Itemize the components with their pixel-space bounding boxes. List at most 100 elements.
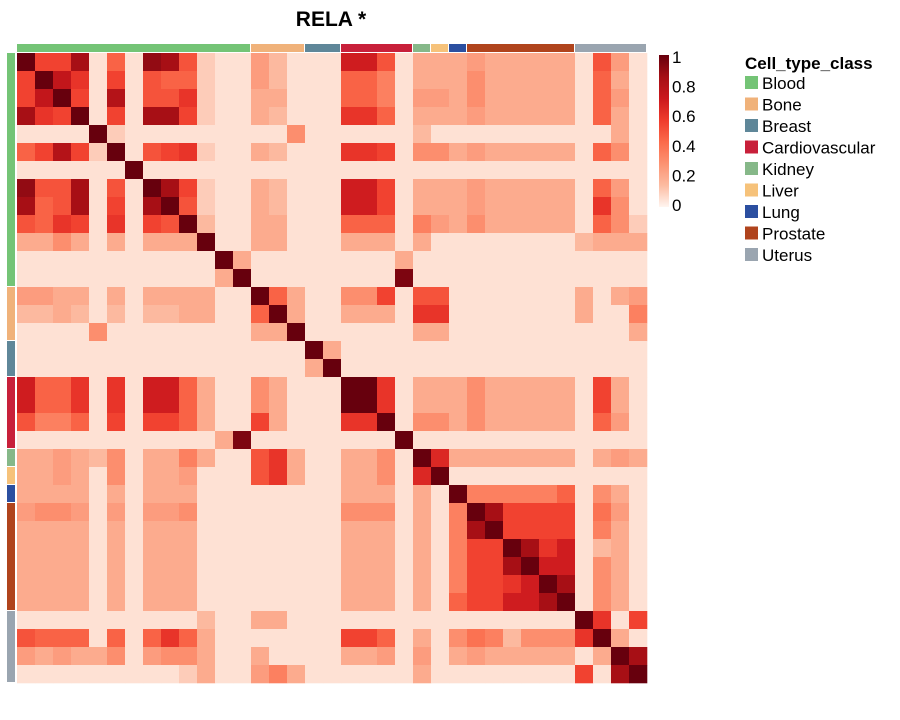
heatmap-cell xyxy=(233,143,252,162)
heatmap-cell xyxy=(305,179,324,198)
heatmap-cell xyxy=(287,485,306,504)
heatmap-cell xyxy=(251,539,270,558)
heatmap-cell xyxy=(449,359,468,378)
heatmap-cell xyxy=(377,251,396,270)
heatmap-cell xyxy=(179,359,198,378)
heatmap-cell xyxy=(251,359,270,378)
heatmap-cell xyxy=(215,161,234,180)
heatmap-cell xyxy=(17,323,36,342)
heatmap-cell xyxy=(413,503,432,522)
heatmap-cell xyxy=(53,629,72,648)
heatmap-cell xyxy=(143,395,162,414)
heatmap-cell xyxy=(215,341,234,360)
heatmap-cell xyxy=(377,215,396,234)
heatmap-cell xyxy=(629,485,648,504)
heatmap-cell xyxy=(377,269,396,288)
heatmap-cell xyxy=(341,107,360,126)
heatmap-cell xyxy=(413,53,432,72)
heatmap-cell xyxy=(503,647,522,666)
heatmap-cell xyxy=(359,647,378,666)
heatmap-cell xyxy=(413,233,432,252)
heatmap-cell xyxy=(413,125,432,144)
heatmap-cell xyxy=(125,629,144,648)
heatmap-cell xyxy=(503,503,522,522)
heatmap-cell xyxy=(53,377,72,396)
heatmap-cell xyxy=(557,449,576,468)
heatmap-cell xyxy=(431,539,450,558)
heatmap-cell xyxy=(467,323,486,342)
heatmap-cell xyxy=(503,143,522,162)
heatmap-cell xyxy=(341,503,360,522)
heatmap-cell xyxy=(503,611,522,630)
legend-swatch xyxy=(745,226,758,240)
heatmap-cell xyxy=(215,521,234,540)
heatmap-cell xyxy=(413,251,432,270)
heatmap-cell xyxy=(557,557,576,576)
heatmap-cell xyxy=(251,269,270,288)
heatmap-cell xyxy=(89,305,108,324)
heatmap-cell xyxy=(413,431,432,450)
heatmap-cell xyxy=(629,161,648,180)
heatmap-cell xyxy=(269,521,288,540)
heatmap-cell xyxy=(629,215,648,234)
heatmap-cell xyxy=(395,71,414,90)
heatmap-cell xyxy=(71,611,90,630)
heatmap-cell xyxy=(305,431,324,450)
heatmap-cell xyxy=(71,575,90,594)
heatmap-cell xyxy=(179,161,198,180)
heatmap-cell xyxy=(305,305,324,324)
heatmap-cell xyxy=(449,467,468,486)
heatmap-cell xyxy=(323,197,342,216)
heatmap-cell xyxy=(143,125,162,144)
heatmap-cell xyxy=(359,269,378,288)
heatmap-cell xyxy=(503,359,522,378)
heatmap-cell xyxy=(17,593,36,612)
heatmap-cell xyxy=(143,233,162,252)
heatmap-cell xyxy=(251,611,270,630)
heatmap-cell xyxy=(269,89,288,108)
heatmap-cell xyxy=(341,53,360,72)
heatmap-cell xyxy=(431,449,450,468)
legend-swatch xyxy=(745,119,758,132)
heatmap-cell xyxy=(449,251,468,270)
heatmap-cell xyxy=(17,539,36,558)
heatmap-cell xyxy=(485,161,504,180)
heatmap-cell xyxy=(611,125,630,144)
heatmap-cell xyxy=(395,143,414,162)
heatmap-cell xyxy=(467,377,486,396)
top-annotation-bar xyxy=(17,44,646,52)
heatmap-cell xyxy=(53,125,72,144)
heatmap-cell xyxy=(377,539,396,558)
heatmap-cell xyxy=(287,557,306,576)
heatmap-cell xyxy=(557,629,576,648)
heatmap-cell xyxy=(521,611,540,630)
heatmap-cell xyxy=(413,413,432,432)
heatmap-cell xyxy=(611,395,630,414)
heatmap-cell xyxy=(485,125,504,144)
heatmap-cell xyxy=(485,503,504,522)
heatmap-cell xyxy=(449,143,468,162)
heatmap-cell xyxy=(197,575,216,594)
heatmap-cell xyxy=(53,53,72,72)
heatmap-cell xyxy=(395,53,414,72)
heatmap-cell xyxy=(503,305,522,324)
heatmap-cell xyxy=(341,161,360,180)
heatmap-cell xyxy=(143,647,162,666)
legend-label: Prostate xyxy=(762,225,825,244)
heatmap-cell xyxy=(593,575,612,594)
heatmap-cell xyxy=(539,503,558,522)
heatmap-cell xyxy=(503,323,522,342)
heatmap-cell xyxy=(467,161,486,180)
heatmap-cell xyxy=(539,215,558,234)
heatmap-cell xyxy=(359,395,378,414)
heatmap-cell xyxy=(539,377,558,396)
heatmap-cell xyxy=(179,413,198,432)
heatmap-cell xyxy=(17,71,36,90)
heatmap-cell xyxy=(521,575,540,594)
heatmap-cell xyxy=(521,467,540,486)
heatmap-cell xyxy=(233,431,252,450)
legend-swatch xyxy=(745,183,758,197)
heatmap-cell xyxy=(161,611,180,630)
heatmap-cell xyxy=(269,665,288,684)
chart-title: RELA * xyxy=(296,8,367,31)
